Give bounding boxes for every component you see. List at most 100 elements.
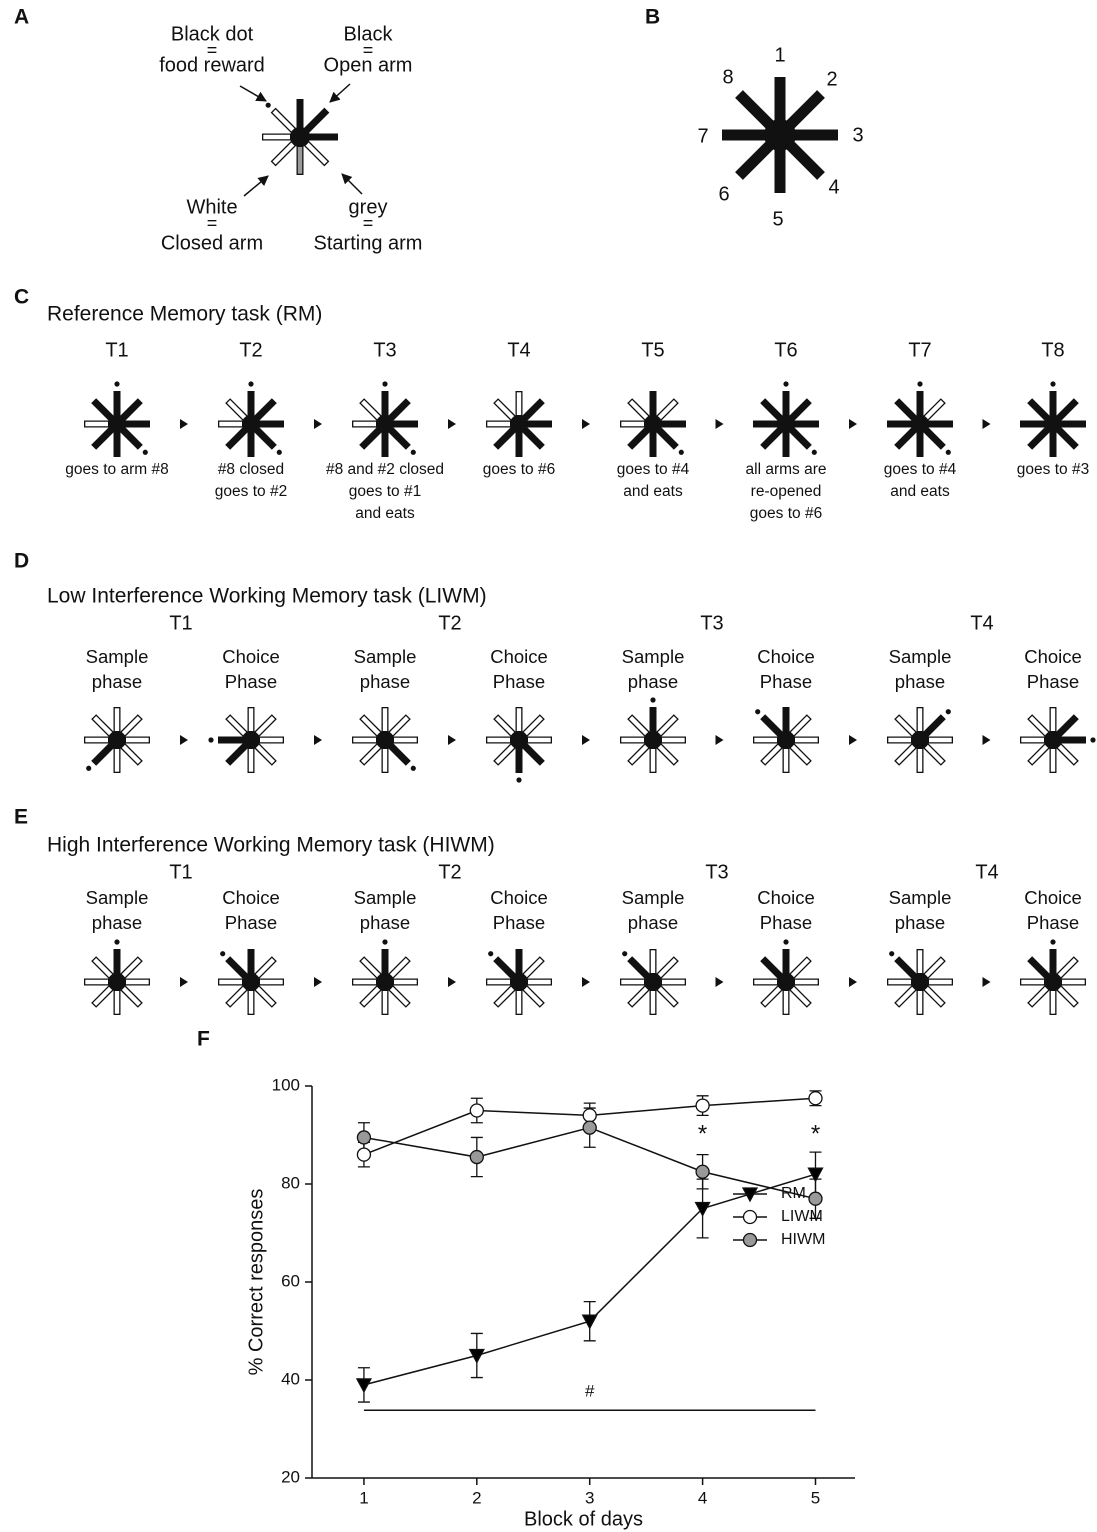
maze-arm-fill (229, 718, 245, 734)
maze-center (911, 973, 929, 991)
x-tick-label: 2 (472, 1488, 481, 1507)
legend-equals: = (207, 213, 218, 233)
maze-arm-fill (363, 402, 379, 418)
maze-arm-fill (764, 988, 780, 1004)
maze-arm-fill (391, 960, 407, 976)
x-tick-label: 4 (698, 1488, 707, 1507)
phase-label: Sample (889, 646, 952, 667)
maze (486, 707, 552, 783)
food-dot (411, 450, 416, 455)
marker (696, 1165, 709, 1178)
maze-arm-fill (792, 718, 808, 734)
maze-center (242, 415, 260, 433)
maze-arm-fill (1031, 746, 1047, 762)
arm-number: 7 (697, 125, 708, 147)
phase-label: phase (895, 671, 945, 692)
phase-label: Phase (493, 912, 545, 933)
phase-label: Phase (1027, 671, 1079, 692)
maze (753, 381, 819, 457)
maze-center (644, 415, 662, 433)
panel-label: F (197, 1028, 210, 1051)
maze-arm-fill (631, 402, 647, 418)
food-dot (917, 381, 922, 386)
annotation: * (811, 1120, 820, 1147)
step-arrow (983, 419, 991, 429)
arrow (330, 84, 350, 102)
maze-arm-fill (123, 988, 139, 1004)
trial-label: T4 (975, 861, 998, 883)
step-arrow (180, 977, 188, 987)
phase-label: Phase (493, 671, 545, 692)
step-arrow (448, 419, 456, 429)
panel-label: E (14, 806, 28, 829)
food-dot (1050, 939, 1055, 944)
maze-arm-fill (363, 718, 379, 734)
marker (470, 1151, 483, 1164)
maze-arm-fill (631, 718, 647, 734)
trial-label: T3 (705, 861, 728, 883)
food-dot (516, 777, 521, 782)
maze-arm-fill (792, 988, 808, 1004)
trial-caption: and eats (355, 505, 415, 522)
maze-arm-fill (631, 746, 647, 762)
step-arrow (849, 977, 857, 987)
food-dot (208, 737, 213, 742)
maze (722, 77, 838, 193)
maze-arm-fill (274, 111, 293, 130)
food-dot (946, 709, 951, 714)
maze (352, 707, 418, 773)
arm-number: 1 (774, 44, 785, 66)
trial-caption: goes to #1 (349, 483, 421, 500)
phase-label: Sample (889, 887, 952, 908)
maze-arm-fill (898, 718, 914, 734)
maze (620, 697, 686, 773)
trial-label: T2 (239, 339, 262, 361)
maze-arm-fill (1059, 988, 1075, 1004)
marker (583, 1315, 597, 1328)
maze-arm-fill (363, 988, 379, 1004)
maze-center (777, 415, 795, 433)
food-dot (1050, 381, 1055, 386)
maze-arm-fill (497, 718, 513, 734)
maze-center (376, 415, 394, 433)
trial-caption: goes to #4 (884, 461, 957, 478)
maze-arm-fill (497, 402, 513, 418)
marker (470, 1104, 483, 1117)
maze-arm-fill (123, 960, 139, 976)
maze-arm-fill (95, 960, 111, 976)
series-line (364, 1174, 816, 1385)
maze-arm-fill (95, 988, 111, 1004)
arrow (240, 86, 266, 101)
maze-center (242, 731, 260, 749)
maze (887, 707, 953, 773)
trial-label: T8 (1041, 339, 1064, 361)
arrow (244, 176, 268, 196)
food-dot (411, 766, 416, 771)
maze-arm-fill (1031, 718, 1047, 734)
maze-arm-fill (95, 718, 111, 734)
arm-number: 8 (722, 66, 733, 88)
maze-arm-fill (631, 988, 647, 1004)
step-arrow (716, 735, 724, 745)
food-dot (812, 450, 817, 455)
step-arrow (180, 419, 188, 429)
maze (218, 949, 284, 1015)
maze-arm-fill (229, 988, 245, 1004)
phase-label: Choice (757, 646, 815, 667)
marker (357, 1148, 370, 1161)
maze-center (376, 731, 394, 749)
food-dot (946, 450, 951, 455)
phase-label: Sample (86, 887, 149, 908)
food-dot (783, 939, 788, 944)
arm-number: 3 (852, 124, 863, 146)
page: ABCDEFBlack dot=food rewardBlack=Open ar… (0, 0, 1097, 1532)
food-dot (382, 939, 387, 944)
maze (84, 939, 150, 1015)
maze-arm-fill (926, 960, 942, 976)
phase-label: Sample (354, 646, 417, 667)
step-arrow (582, 735, 590, 745)
maze-arm-fill (659, 988, 675, 1004)
annotation: * (698, 1120, 707, 1147)
food-dot (889, 951, 894, 956)
marker (583, 1109, 596, 1122)
